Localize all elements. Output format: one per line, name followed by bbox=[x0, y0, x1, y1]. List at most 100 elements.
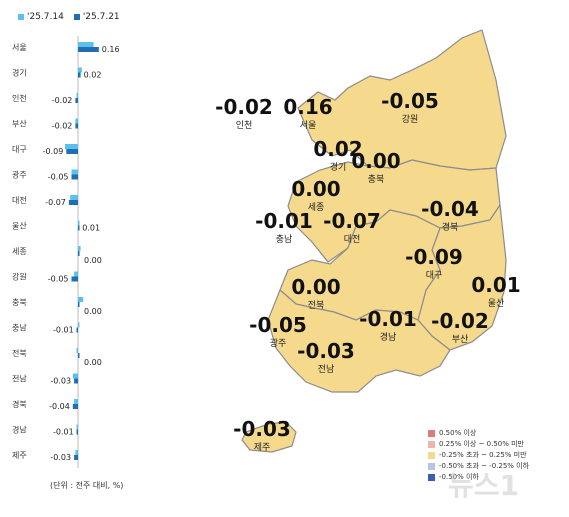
region-name: 인천 bbox=[236, 120, 253, 131]
region-name: 경기 bbox=[330, 161, 347, 173]
bar bbox=[71, 174, 78, 180]
value-label: -0.03 bbox=[50, 453, 71, 462]
bar bbox=[78, 225, 80, 231]
bar bbox=[78, 246, 81, 251]
region-name: 충북 bbox=[368, 174, 385, 185]
korea-map: 0.16서울-0.02인천0.02경기-0.05강원0.00충북0.00세종-0… bbox=[215, 29, 521, 453]
bar bbox=[76, 327, 78, 333]
map-legend-label: -0.50% 이하 bbox=[439, 473, 479, 481]
legend-curr: '25.7.21 bbox=[73, 12, 120, 22]
bar bbox=[72, 373, 78, 379]
value-label: -0.05 bbox=[48, 173, 69, 182]
region-value: -0.04 bbox=[421, 197, 479, 221]
bar bbox=[75, 118, 78, 124]
region-name: 전남 bbox=[318, 364, 335, 375]
value-label: -0.03 bbox=[50, 377, 71, 386]
map-legend-label: -0.50% 초과 ~ -0.25% 이하 bbox=[439, 462, 530, 470]
region-value: 0.00 bbox=[351, 149, 400, 173]
value-label: -0.09 bbox=[43, 147, 64, 156]
bar bbox=[78, 251, 80, 256]
region-value: -0.03 bbox=[297, 339, 355, 363]
category-label: 전북 bbox=[12, 348, 27, 358]
map-legend: 0.50% 이상 0.25% 이상 ~ 0.50% 미만 -0.25% 초과 ~ 0… bbox=[428, 428, 529, 483]
region-value: 0.16 bbox=[283, 95, 332, 119]
watermark: 뉴스1 bbox=[448, 469, 520, 502]
map-legend-swatch bbox=[428, 441, 435, 448]
bar bbox=[70, 195, 78, 200]
bar bbox=[78, 67, 82, 73]
region-name: 서울 bbox=[300, 120, 317, 131]
region-value: -0.01 bbox=[255, 209, 313, 233]
map-legend-swatch bbox=[428, 430, 435, 437]
category-label: 울산 bbox=[12, 221, 27, 231]
bar bbox=[74, 378, 78, 384]
bar bbox=[76, 93, 78, 98]
region-shape bbox=[297, 29, 507, 171]
region-value: -0.02 bbox=[215, 95, 273, 119]
bar bbox=[78, 297, 84, 302]
region-name: 경남 bbox=[380, 331, 397, 343]
category-label: 서울 bbox=[12, 43, 27, 52]
value-label: -0.04 bbox=[49, 402, 70, 411]
region-value: -0.05 bbox=[249, 313, 307, 337]
bar bbox=[75, 98, 78, 103]
category-label: 대전 bbox=[12, 195, 27, 205]
category-label: 부산 bbox=[12, 119, 27, 129]
region-value: -0.05 bbox=[381, 89, 439, 113]
bar-chart: 서울 0.16 경기 0.02 인천 -0.02 부산 -0.02 대구 -0.09 광주 -0.05… bbox=[12, 36, 120, 468]
map-legend-swatch bbox=[428, 463, 435, 470]
region-name: 광주 bbox=[270, 337, 287, 349]
map-legend-label: 0.50% 이상 bbox=[439, 429, 477, 437]
bar bbox=[78, 302, 80, 307]
region-value: -0.09 bbox=[405, 245, 463, 269]
value-label: -0.02 bbox=[52, 122, 73, 131]
bar-legend: '25.7.14 '25.7.21 bbox=[18, 12, 120, 22]
map-legend-swatch bbox=[428, 452, 435, 459]
value-label: -0.05 bbox=[48, 275, 69, 284]
bar bbox=[78, 47, 99, 52]
region-value: -0.01 bbox=[359, 307, 417, 331]
bar bbox=[78, 322, 80, 328]
region-value: -0.07 bbox=[323, 209, 381, 233]
value-label: -0.02 bbox=[52, 96, 73, 105]
map-legend-row: 0.25% 이상 ~ 0.50% 미만 bbox=[428, 439, 529, 450]
value-label: 0.16 bbox=[102, 45, 120, 54]
category-label: 세종 bbox=[12, 247, 27, 256]
region-name: 충남 bbox=[276, 234, 293, 245]
region-name: 대구 bbox=[426, 270, 443, 281]
category-label: 인천 bbox=[12, 93, 27, 103]
value-label: -0.01 bbox=[53, 428, 74, 437]
category-label: 대구 bbox=[12, 145, 27, 154]
legend-curr-label: '25.7.21 bbox=[82, 12, 120, 22]
map-legend-swatch bbox=[428, 474, 435, 481]
region-value: 0.00 bbox=[291, 177, 340, 201]
region-name: 대전 bbox=[344, 234, 361, 245]
bar bbox=[72, 404, 78, 409]
map-legend-row: -0.50% 이하 bbox=[428, 472, 529, 483]
bar bbox=[74, 271, 78, 277]
value-label: 0.02 bbox=[84, 71, 102, 80]
category-label: 강원 bbox=[12, 272, 27, 282]
region-name: 세종 bbox=[308, 202, 325, 213]
region-name: 울산 bbox=[488, 298, 505, 309]
value-label: -0.01 bbox=[53, 326, 74, 335]
map-legend-row: 0.50% 이상 bbox=[428, 428, 529, 439]
map-legend-label: -0.25% 초과 ~ 0.25% 미만 bbox=[439, 451, 527, 459]
bar bbox=[76, 424, 78, 430]
bar bbox=[78, 220, 80, 226]
bar bbox=[78, 72, 81, 78]
value-label: 0.01 bbox=[82, 224, 100, 233]
value-label: 0.00 bbox=[84, 256, 102, 265]
bar bbox=[76, 348, 78, 353]
map-legend-row: -0.50% 초과 ~ -0.25% 이하 bbox=[428, 461, 529, 472]
legend-prev-swatch bbox=[18, 13, 24, 20]
legend-prev-label: '25.7.14 bbox=[27, 12, 64, 22]
category-label: 경북 bbox=[12, 399, 27, 409]
bar bbox=[75, 450, 78, 455]
region-value: -0.02 bbox=[431, 309, 489, 333]
value-label: 0.00 bbox=[84, 307, 102, 316]
category-label: 경남 bbox=[12, 425, 27, 435]
region-name: 제주 bbox=[254, 442, 271, 453]
unit-note: (단위 : 전주 대비, %) bbox=[50, 481, 124, 490]
bar bbox=[71, 169, 78, 175]
